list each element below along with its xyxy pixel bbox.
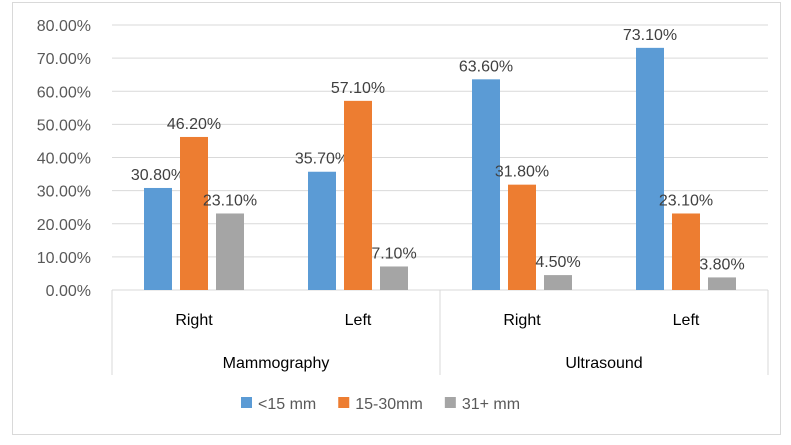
data-label: 73.10% [623,27,677,44]
bar-1 [180,136,208,290]
y-tick-label: 80.00% [37,18,91,35]
bar-1 [508,184,536,290]
bar-2 [708,277,736,290]
y-tick-label: 0.00% [46,283,91,300]
legend-swatch [241,397,252,408]
x-category-label: Right [175,312,213,329]
x-category-label: Left [345,312,372,329]
y-tick-label: 10.00% [37,250,91,267]
data-label: 23.10% [659,192,713,209]
data-label: 35.70% [295,151,349,168]
data-label: 30.80% [131,167,185,184]
y-tick-label: 40.00% [37,151,91,168]
legend-label: 15-30mm [355,396,423,413]
data-label: 31.80% [495,164,549,181]
x-group-label: Mammography [223,355,330,372]
y-tick-label: 20.00% [37,217,91,234]
data-label: 7.10% [371,245,416,262]
bar-0 [308,171,336,290]
legend-label: <15 mm [258,396,316,413]
y-tick-label: 60.00% [37,84,91,101]
data-label: 63.60% [459,58,513,75]
x-category-label: Right [503,312,541,329]
bar-2 [216,213,244,290]
bar-0 [636,47,664,291]
x-category-label: Left [673,312,700,329]
y-tick-label: 70.00% [37,51,91,68]
legend-label: 31+ mm [462,396,520,413]
bar-2 [380,266,408,290]
data-label: 4.50% [535,254,580,271]
x-group-label: Ultrasound [565,355,642,372]
bar-2 [544,275,572,290]
legend-swatch [444,397,456,408]
bar-0 [472,79,500,290]
data-label: 3.80% [699,256,744,273]
legend-swatch [338,397,350,408]
data-label: 23.10% [203,192,257,209]
data-label: 57.10% [331,80,385,97]
bar-1 [672,213,700,290]
y-tick-label: 50.00% [37,117,91,134]
bar-0 [144,187,172,290]
data-label: 46.20% [167,116,221,133]
bar-1 [344,100,372,290]
y-tick-label: 30.00% [37,184,91,201]
chart-border [12,2,781,435]
